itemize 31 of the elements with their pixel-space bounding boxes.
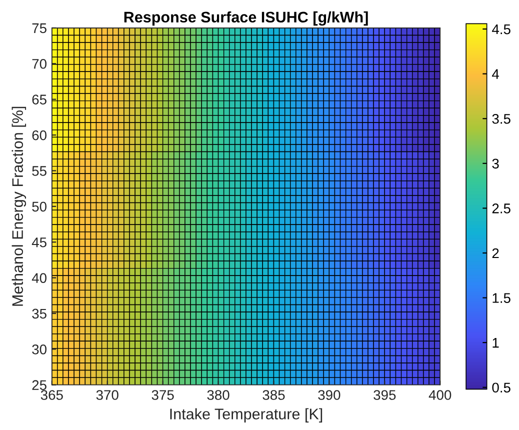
x-tick-label: 400	[428, 390, 452, 400]
y-tick-label: 25	[32, 380, 46, 390]
color-bar-label: 1.5	[492, 293, 510, 303]
chart-title: Response Surface ISUHC [g/kWh]	[124, 11, 368, 26]
y-tick-label: 35	[32, 308, 46, 319]
x-tick-label: 395	[374, 390, 396, 400]
x-tick-label: 380	[207, 390, 230, 400]
x-tick-label: 365	[40, 390, 63, 400]
x-axis-title: Intake Temperature [K]	[170, 408, 322, 422]
x-tick-label: 390	[318, 390, 340, 400]
x-tick-label: 375	[152, 390, 174, 400]
color-bar-label: 1	[492, 338, 499, 348]
y-axis-title: Methanol Energy Fraction [%]	[12, 106, 26, 306]
y-tick-label: 60	[32, 130, 46, 140]
y-tick-label: 50	[32, 202, 46, 212]
color-bar-label: 3.5	[492, 114, 510, 124]
color-bar-label: 3	[492, 158, 499, 169]
y-tick-label: 75	[32, 23, 46, 34]
color-bar-label: 2	[492, 248, 499, 258]
color-bar-label: 4	[492, 69, 499, 79]
y-tick-label: 40	[32, 273, 46, 283]
color-bar-label: 0.5	[492, 382, 510, 393]
y-tick-label: 70	[32, 58, 46, 69]
color-bar-label: 4.5	[492, 24, 510, 34]
y-tick-label: 45	[32, 238, 46, 248]
y-tick-label: 30	[32, 344, 46, 354]
x-tick-label: 385	[262, 390, 285, 400]
y-tick-label: 65	[32, 94, 46, 104]
x-tick-label: 370	[96, 390, 118, 400]
color-bar-label: 2.5	[492, 204, 510, 214]
y-tick-label: 55	[32, 166, 46, 176]
